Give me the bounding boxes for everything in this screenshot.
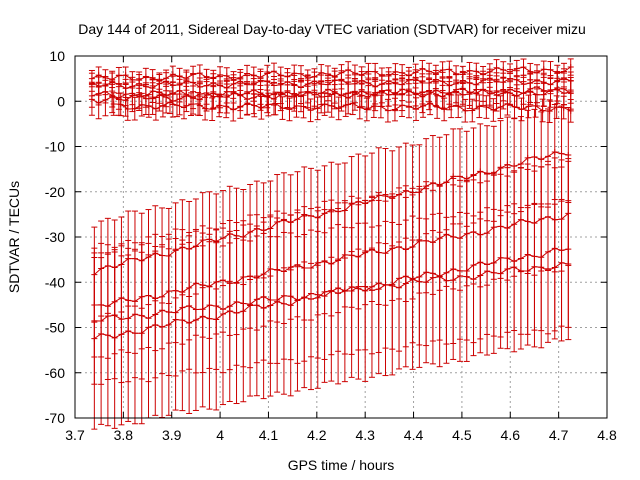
y-tick-label: -60 xyxy=(45,365,65,381)
y-tick-label: 10 xyxy=(49,48,65,64)
y-tick-label: 0 xyxy=(57,93,65,109)
x-tick-label: 3.7 xyxy=(65,427,85,443)
y-tick-label: -10 xyxy=(45,139,65,155)
series-line xyxy=(91,77,571,89)
data-point xyxy=(567,90,574,97)
x-tick-label: 4.6 xyxy=(501,427,521,443)
series-upper-5 xyxy=(88,70,574,120)
chart-title: Day 144 of 2011, Sidereal Day-to-day VTE… xyxy=(78,21,586,37)
axes: 3.7 3.8 3.9 4 4.1 4.2 4.3 4.4 4.5 4.6 4.7 4.8 10 0 -10… xyxy=(45,48,617,443)
series-line xyxy=(113,101,571,112)
x-tick-label: 4.2 xyxy=(307,427,327,443)
y-tick-label: -30 xyxy=(45,229,65,245)
y-tick-label: -40 xyxy=(45,274,65,290)
x-tick-label: 4.7 xyxy=(549,427,569,443)
series-line xyxy=(91,66,571,82)
y-tick-label: -50 xyxy=(45,320,65,336)
series-line xyxy=(91,86,571,104)
data-point xyxy=(567,64,574,71)
x-axis-label: GPS time / hours xyxy=(288,457,395,473)
x-tick-label: 3.8 xyxy=(114,427,134,443)
x-tick-label: 4.1 xyxy=(259,427,279,443)
x-tick-label: 4.3 xyxy=(355,427,375,443)
series-line xyxy=(91,88,571,99)
x-tick-label: 4.8 xyxy=(597,427,617,443)
series-line xyxy=(94,247,569,340)
y-tick-label: -70 xyxy=(45,410,65,426)
y-axis-label: SDTVAR / TECUs xyxy=(6,181,22,293)
plot-area xyxy=(88,58,574,430)
x-tick-label: 4.5 xyxy=(452,427,472,443)
x-tick-label: 3.9 xyxy=(162,427,182,443)
series-lower-4 xyxy=(91,157,572,430)
x-tick-label: 4.4 xyxy=(404,427,424,443)
x-tick-label: 4 xyxy=(216,427,224,443)
y-tick-label: -20 xyxy=(45,184,65,200)
